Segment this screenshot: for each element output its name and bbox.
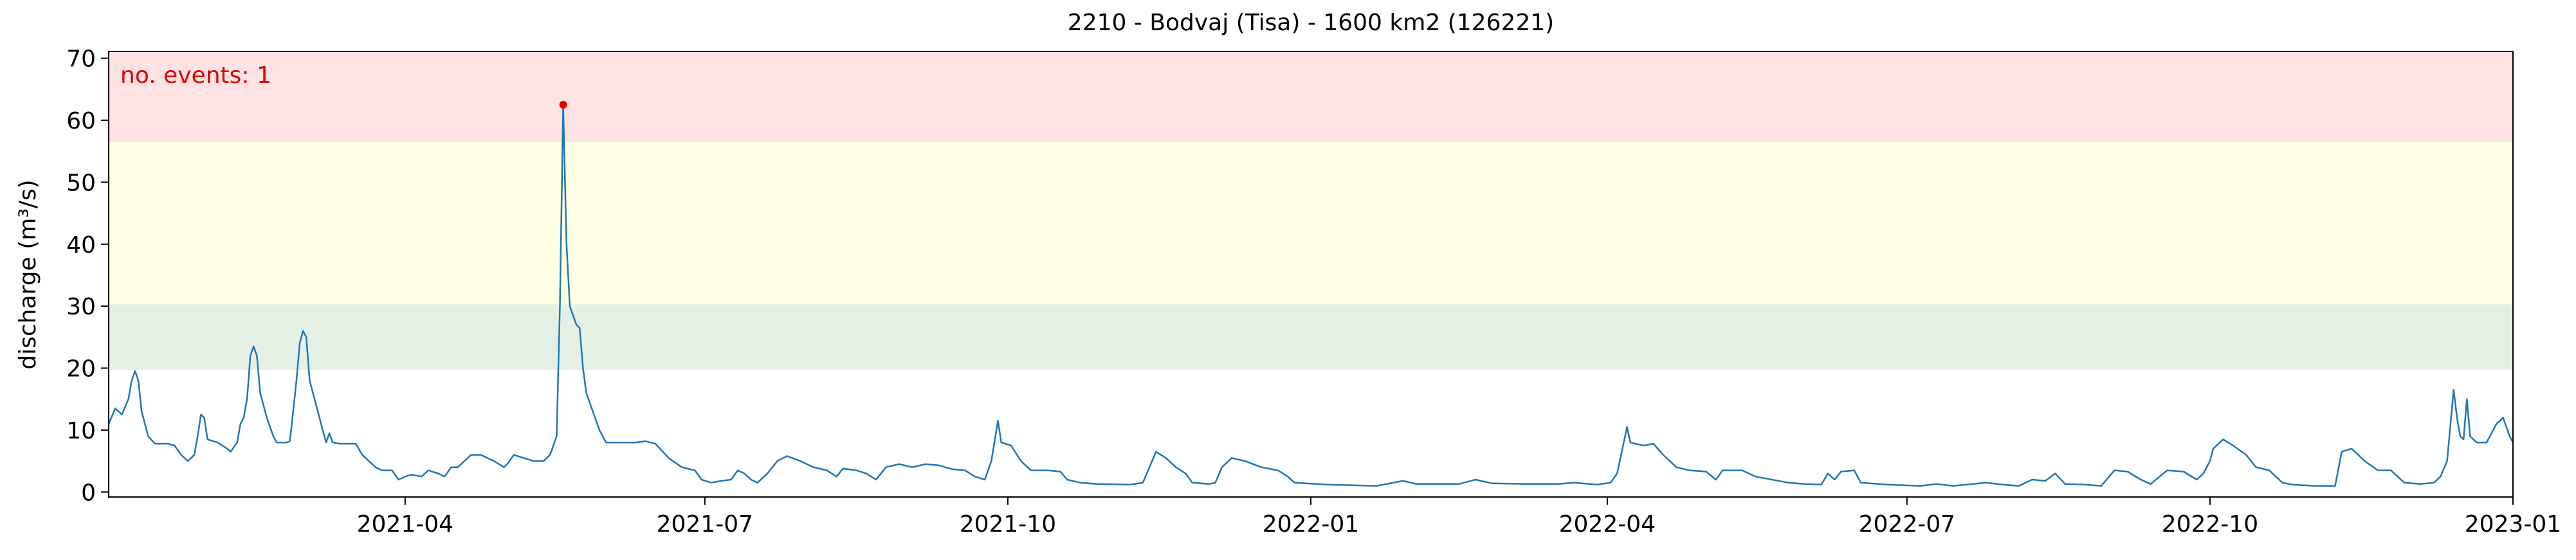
- x-tick-label: 2023-01: [2465, 511, 2561, 537]
- y-tick-label: 0: [81, 480, 96, 506]
- x-tick-label: 2022-10: [2162, 511, 2258, 537]
- threshold-band: [109, 51, 2513, 142]
- y-tick-label: 10: [66, 418, 96, 444]
- threshold-band: [109, 304, 2513, 370]
- discharge-line: [107, 104, 2514, 487]
- y-tick-label: 50: [66, 170, 96, 196]
- annotation: no. events: 1: [120, 62, 271, 89]
- y-tick-label: 70: [66, 46, 96, 73]
- x-tick-label: 2022-04: [1559, 511, 1656, 537]
- x-tick-label: 2022-01: [1263, 511, 1359, 537]
- x-tick-label: 2021-07: [657, 511, 753, 537]
- event-marker: [559, 100, 567, 109]
- y-tick-label: 20: [66, 356, 96, 383]
- x-tick-label: 2022-07: [1859, 511, 1955, 537]
- plot-frame: [108, 51, 2514, 498]
- threshold-band: [109, 141, 2513, 305]
- y-tick-label: 30: [66, 294, 96, 320]
- x-tick-label: 2021-04: [357, 511, 453, 537]
- y-tick-label: 40: [66, 232, 96, 258]
- chart-title: 2210 - Bodvaj (Tisa) - 1600 km2 (126221): [1068, 10, 1554, 36]
- y-tick-label: 60: [66, 108, 96, 134]
- y-axis-label: discharge (m³/s): [15, 179, 41, 369]
- x-tick-label: 2021-10: [960, 511, 1056, 537]
